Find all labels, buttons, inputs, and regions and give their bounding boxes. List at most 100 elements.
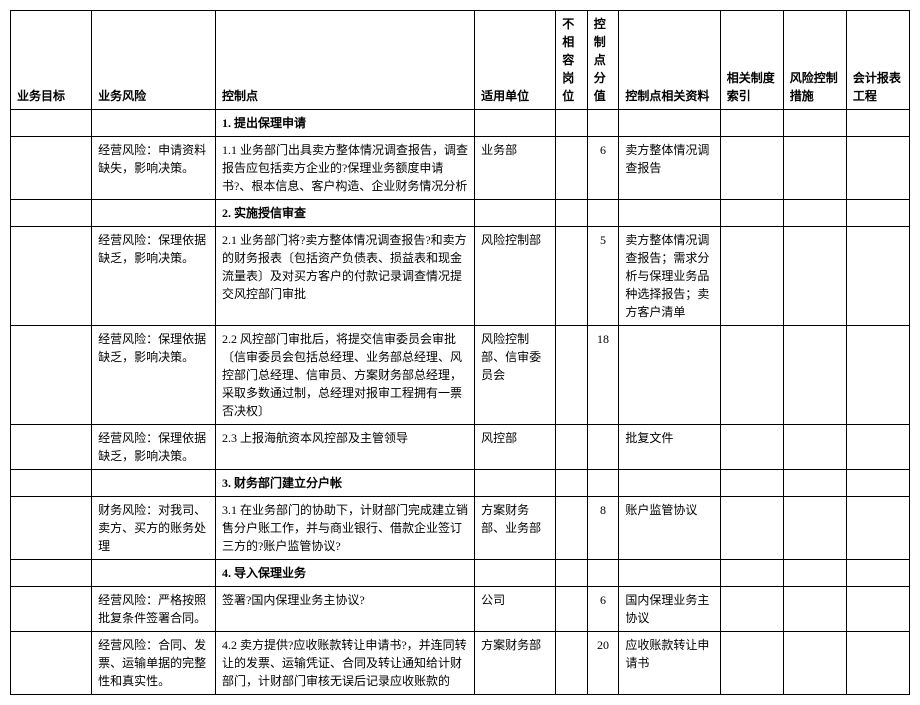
cell-incompat: [556, 470, 588, 497]
cell-control: 签署?国内保理业务主协议?: [216, 587, 475, 632]
cell-material: [619, 326, 720, 425]
cell-report: [846, 200, 909, 227]
cell-incompat: [556, 632, 588, 695]
cell-unit: 业务部: [475, 137, 556, 200]
cell-control: 1. 提出保理申请: [216, 110, 475, 137]
data-row: 经营风险：申请资料缺失，影响决策。1.1 业务部门出具卖方整体情况调查报告，调查…: [11, 137, 910, 200]
cell-system: [720, 587, 783, 632]
cell-score: 5: [587, 227, 619, 326]
cell-report: [846, 227, 909, 326]
data-row: 经营风险：保理依据缺乏，影响决策。2.3 上报海航资本风控部及主管领导风控部批复…: [11, 425, 910, 470]
cell-score: 18: [587, 326, 619, 425]
cell-material: 应收账款转让申请书: [619, 632, 720, 695]
cell-incompat: [556, 200, 588, 227]
data-row: 经营风险：合同、发票、运输单据的完整性和真实性。4.2 卖方提供?应收账款转让申…: [11, 632, 910, 695]
cell-goal: [11, 497, 92, 560]
header-incompat: 不相容岗位: [556, 11, 588, 110]
header-system: 相关制度索引: [720, 11, 783, 110]
cell-control: 2.1 业务部门将?卖方整体情况调查报告?和卖方的财务报表〔包括资产负债表、损益…: [216, 227, 475, 326]
cell-report: [846, 497, 909, 560]
cell-material: [619, 200, 720, 227]
header-material: 控制点相关资料: [619, 11, 720, 110]
cell-system: [720, 137, 783, 200]
data-row: 经营风险：保理依据缺乏，影响决策。2.2 风控部门审批后，将提交信审委员会审批〔…: [11, 326, 910, 425]
cell-score: 6: [587, 137, 619, 200]
cell-report: [846, 326, 909, 425]
cell-report: [846, 560, 909, 587]
cell-material: 国内保理业务主协议: [619, 587, 720, 632]
cell-control: 2.2 风控部门审批后，将提交信审委员会审批〔信审委员会包括总经理、业务部总经理…: [216, 326, 475, 425]
cell-unit: 公司: [475, 587, 556, 632]
cell-goal: [11, 632, 92, 695]
cell-control: 4.2 卖方提供?应收账款转让申请书?，并连同转让的发票、运输凭证、合同及转让通…: [216, 632, 475, 695]
data-row: 财务风险：对我司、卖方、买方的账务处理3.1 在业务部门的协助下，计财部门完成建…: [11, 497, 910, 560]
cell-goal: [11, 560, 92, 587]
cell-system: [720, 326, 783, 425]
header-unit: 适用单位: [475, 11, 556, 110]
cell-risk: [92, 560, 216, 587]
cell-system: [720, 470, 783, 497]
cell-system: [720, 110, 783, 137]
cell-goal: [11, 470, 92, 497]
cell-report: [846, 587, 909, 632]
cell-measure: [783, 470, 846, 497]
cell-report: [846, 470, 909, 497]
cell-score: 6: [587, 587, 619, 632]
cell-control: 4. 导入保理业务: [216, 560, 475, 587]
cell-control: 3. 财务部门建立分户帐: [216, 470, 475, 497]
cell-material: 批复文件: [619, 425, 720, 470]
cell-goal: [11, 137, 92, 200]
cell-measure: [783, 110, 846, 137]
cell-risk: 经营风险：保理依据缺乏，影响决策。: [92, 227, 216, 326]
cell-unit: 风险控制部: [475, 227, 556, 326]
cell-risk: 经营风险：保理依据缺乏，影响决策。: [92, 425, 216, 470]
cell-incompat: [556, 326, 588, 425]
cell-system: [720, 560, 783, 587]
cell-control: 3.1 在业务部门的协助下，计财部门完成建立销售分户账工作，并与商业银行、借款企…: [216, 497, 475, 560]
cell-report: [846, 425, 909, 470]
cell-control: 2. 实施授信审查: [216, 200, 475, 227]
cell-unit: [475, 200, 556, 227]
cell-score: [587, 470, 619, 497]
cell-report: [846, 110, 909, 137]
cell-risk: 经营风险：严格按照批复条件签署合同。: [92, 587, 216, 632]
cell-report: [846, 632, 909, 695]
cell-score: 8: [587, 497, 619, 560]
cell-goal: [11, 587, 92, 632]
cell-measure: [783, 497, 846, 560]
data-row: 经营风险：保理依据缺乏，影响决策。2.1 业务部门将?卖方整体情况调查报告?和卖…: [11, 227, 910, 326]
cell-unit: [475, 110, 556, 137]
cell-measure: [783, 137, 846, 200]
cell-unit: 风控部: [475, 425, 556, 470]
cell-goal: [11, 425, 92, 470]
cell-goal: [11, 200, 92, 227]
cell-material: 账户监管协议: [619, 497, 720, 560]
cell-report: [846, 137, 909, 200]
cell-goal: [11, 110, 92, 137]
cell-system: [720, 200, 783, 227]
cell-measure: [783, 425, 846, 470]
section-row: 1. 提出保理申请: [11, 110, 910, 137]
cell-system: [720, 425, 783, 470]
cell-material: 卖方整体情况调查报告；需求分析与保理业务品种选择报告；卖方客户清单: [619, 227, 720, 326]
cell-score: [587, 200, 619, 227]
cell-material: [619, 560, 720, 587]
header-goal: 业务目标: [11, 11, 92, 110]
section-row: 4. 导入保理业务: [11, 560, 910, 587]
cell-unit: [475, 560, 556, 587]
cell-incompat: [556, 425, 588, 470]
cell-risk: 财务风险：对我司、卖方、买方的账务处理: [92, 497, 216, 560]
cell-risk: 经营风险：申请资料缺失，影响决策。: [92, 137, 216, 200]
cell-risk: 经营风险：保理依据缺乏，影响决策。: [92, 326, 216, 425]
cell-system: [720, 497, 783, 560]
header-score: 控制点分值: [587, 11, 619, 110]
header-risk: 业务风险: [92, 11, 216, 110]
header-measure: 风险控制措施: [783, 11, 846, 110]
cell-risk: [92, 470, 216, 497]
cell-measure: [783, 587, 846, 632]
cell-goal: [11, 227, 92, 326]
section-row: 3. 财务部门建立分户帐: [11, 470, 910, 497]
cell-incompat: [556, 587, 588, 632]
cell-measure: [783, 200, 846, 227]
cell-incompat: [556, 137, 588, 200]
